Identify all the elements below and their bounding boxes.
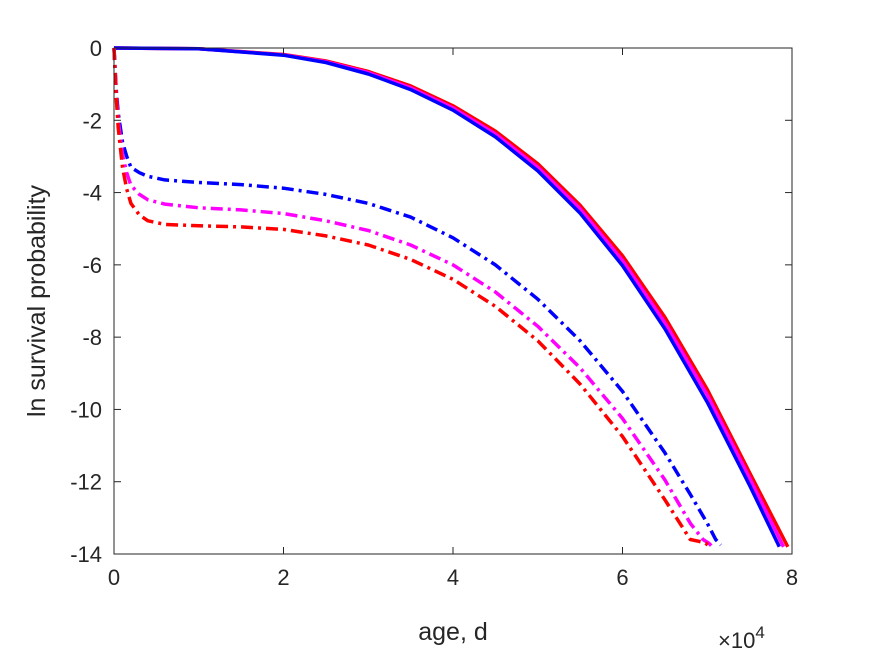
series-line-3: [113, 46, 781, 548]
y-tick-label: -10: [70, 397, 102, 422]
x-tick-label: 6: [616, 565, 628, 590]
x-tick-label: 4: [447, 565, 459, 590]
axes-background: [114, 48, 792, 554]
y-tick-label: -14: [70, 542, 102, 567]
ticks-layer: 0 2 4 6 8 0 -2 -4 -6 -8 -10 -12 -14: [70, 36, 798, 590]
series-line-5: [112, 47, 714, 549]
x-tick-label: 2: [277, 565, 289, 590]
x-exponent-power: 4: [755, 623, 764, 642]
series-line-4: [112, 47, 723, 547]
y-tick-label: -12: [70, 470, 102, 495]
y-tick-label: -2: [82, 108, 102, 133]
x-exponent-label: ×104: [718, 623, 765, 653]
x-tick-label: 0: [108, 565, 120, 590]
y-tick-label: -4: [82, 181, 102, 206]
x-exponent-base: ×10: [718, 628, 755, 653]
x-tick-label: 8: [786, 565, 798, 590]
series-layer: [112, 46, 790, 549]
y-axis-label: ln survival probability: [23, 184, 51, 417]
x-axis-label: age, d: [418, 618, 488, 646]
y-tick-label: -8: [82, 325, 102, 350]
series-line-6: [112, 47, 711, 549]
y-tick-label: 0: [90, 36, 102, 61]
y-tick-label: -6: [82, 253, 102, 278]
